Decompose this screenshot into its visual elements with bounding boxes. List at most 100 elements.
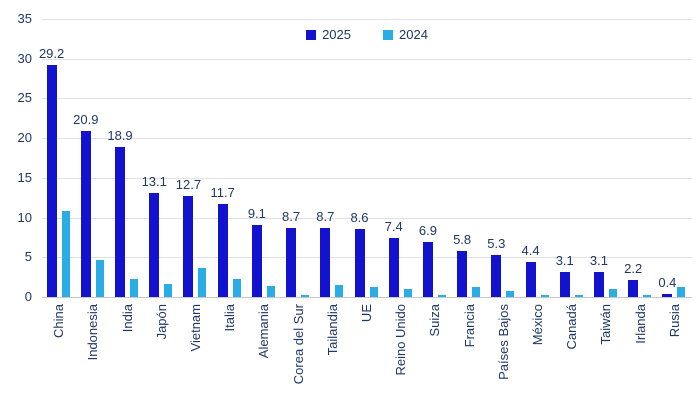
bar-2025-taiwan [593, 272, 604, 297]
bar-2024-suiza [437, 295, 446, 297]
x-axis-label-italia: Italia [222, 304, 238, 332]
x-axis-label-ue: UE [359, 304, 374, 323]
y-tick-label: 25 [17, 90, 32, 106]
bar-2025-indonesia [80, 130, 91, 297]
bar-2025-ue [354, 228, 365, 297]
bar-2024-japon [164, 284, 173, 297]
bar-2024-mexico [540, 294, 549, 297]
bar-2025-india [115, 146, 126, 297]
x-axis-label-taiwan: Taiwán [598, 304, 614, 345]
x-axis-label-china: China [51, 304, 67, 338]
bar-2024-corea-del-sur [301, 295, 310, 297]
bar-2024-canada [574, 295, 583, 297]
bar-2024-indonesia [95, 260, 104, 297]
x-axis-label-tailandia: Tailandia [324, 304, 340, 356]
y-tick-label: 35 [17, 11, 32, 26]
legend-label-2025: 2025 [322, 27, 351, 42]
value-label-suiza: 6.9 [418, 223, 437, 239]
y-tick-label: 0 [24, 289, 32, 304]
legend-item-2025: 2025 [306, 27, 351, 42]
value-label-tailandia: 8.7 [316, 208, 335, 224]
bar-2025-alemania [251, 224, 262, 297]
bar-2024-francia [472, 286, 481, 297]
value-label-india: 18.9 [107, 127, 133, 143]
x-axis-label-canada: Canadá [564, 304, 580, 350]
bar-2024-taiwan [608, 289, 617, 297]
x-axis-label-vietnam: Vietnam [187, 304, 203, 352]
bar-2025-italia [217, 204, 228, 297]
y-tick-label: 30 [17, 50, 32, 66]
bar-2024-india [130, 278, 139, 297]
bar-2024-ue [369, 287, 378, 297]
bar-2024-italia [232, 278, 241, 297]
x-axis-label-rusia: Rusia [666, 304, 682, 338]
legend-label-2024: 2024 [399, 27, 428, 42]
x-axis-label-india: India [119, 304, 135, 333]
value-label-rusia: 0.4 [658, 274, 677, 290]
value-label-mexico: 4.4 [521, 243, 540, 259]
x-axis-label-indonesia: Indonesia [85, 304, 101, 361]
value-label-italia: 11.7 [210, 185, 235, 201]
x-axis-line [42, 297, 692, 298]
gridline [42, 257, 692, 259]
gridline [42, 177, 692, 179]
chart-legend: 2025 2024 [42, 27, 692, 42]
value-label-ue: 8.6 [350, 209, 369, 225]
gridline [42, 138, 692, 140]
x-axis-label-francia: Francia [461, 304, 477, 348]
x-axis-label-corea-del-sur: Corea del Sur [290, 304, 306, 385]
bar-2024-paises-bajos [506, 291, 515, 297]
y-tick-label: 20 [17, 130, 32, 146]
gridline [42, 98, 692, 100]
value-label-paises-bajos: 5.3 [487, 235, 506, 251]
bar-2024-tailandia [335, 285, 344, 297]
bar-2024-irlanda [643, 295, 652, 297]
value-label-indonesia: 20.9 [73, 111, 99, 127]
bar-2024-china [61, 211, 70, 297]
value-label-japon: 13.1 [141, 173, 167, 189]
bar-2025-canada [559, 272, 570, 297]
x-axis-label-reino-unido: Reino Unido [393, 304, 409, 376]
value-label-china: 29.2 [38, 46, 65, 62]
legend-swatch-2025 [306, 29, 317, 40]
legend-item-2024: 2024 [383, 27, 428, 42]
bar-2025-reino-unido [388, 238, 399, 297]
bar-2025-japon [149, 192, 160, 297]
bar-2024-vietnam [198, 267, 207, 297]
value-label-corea-del-sur: 8.7 [282, 208, 301, 224]
bar-2025-rusia [662, 293, 673, 297]
bar-2025-irlanda [628, 279, 639, 297]
value-label-reino-unido: 7.4 [384, 219, 403, 235]
legend-swatch-2024 [383, 29, 393, 40]
value-label-irlanda: 2.2 [624, 260, 643, 276]
x-axis-label-irlanda: Irlanda [632, 304, 648, 344]
gridline [42, 19, 692, 20]
bar-2025-francia [457, 250, 468, 297]
bar-2025-tailandia [320, 227, 331, 297]
x-axis-label-mexico: México [530, 304, 546, 346]
bar-2025-china [46, 65, 57, 297]
value-label-taiwan: 3.1 [589, 253, 608, 269]
bar-2025-vietnam [183, 196, 194, 297]
x-axis-label-paises-bajos: Países Bajos [495, 304, 511, 380]
value-label-canada: 3.1 [555, 253, 574, 269]
x-axis-label-alemania: Alemania [256, 304, 272, 359]
y-tick-label: 15 [17, 169, 32, 185]
bar-2025-suiza [422, 242, 433, 297]
gridline [42, 217, 692, 219]
value-label-vietnam: 12.7 [175, 177, 202, 193]
value-label-alemania: 9.1 [247, 205, 266, 221]
gridline [42, 58, 692, 60]
bar-2025-paises-bajos [491, 254, 502, 297]
value-label-francia: 5.8 [453, 231, 472, 247]
x-axis-label-japon: Japón [153, 304, 169, 340]
bar-2024-alemania [266, 285, 275, 297]
y-tick-label: 5 [24, 249, 32, 265]
bar-2024-rusia [677, 286, 686, 297]
bar-2025-mexico [525, 262, 536, 297]
x-axis-label-suiza: Suiza [427, 304, 443, 337]
y-tick-label: 10 [17, 209, 32, 225]
bar-2025-corea-del-sur [286, 227, 297, 297]
bar-2024-reino-unido [403, 289, 412, 297]
